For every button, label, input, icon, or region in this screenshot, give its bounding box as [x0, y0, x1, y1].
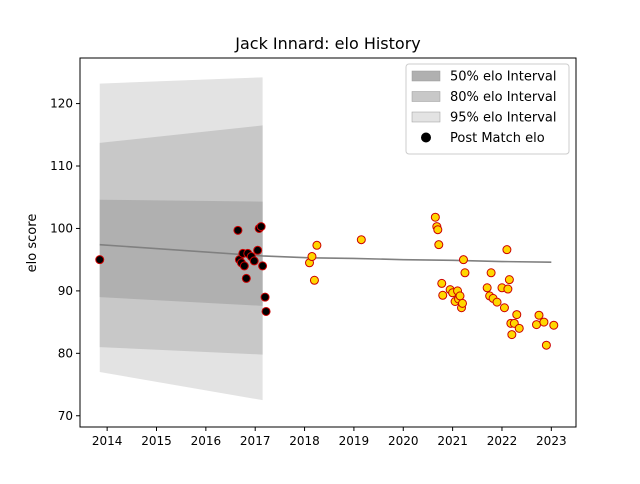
post-match-point: [457, 298, 467, 308]
legend-swatch-band: [411, 70, 441, 82]
post-match-point: [434, 240, 444, 250]
post-match-point: [502, 245, 512, 255]
post-match-point: [534, 310, 544, 320]
post-match-point: [512, 310, 522, 320]
x-tick-label: 2016: [191, 434, 222, 448]
plot-frame: [79, 57, 577, 428]
post-match-point: [95, 255, 105, 265]
x-tick-label: 2014: [92, 434, 123, 448]
post-match-point: [539, 317, 549, 327]
x-tick-label: 2018: [289, 434, 320, 448]
x-tick-label: 2017: [240, 434, 271, 448]
post-match-point: [256, 222, 266, 232]
y-tick-label: 90: [58, 284, 73, 298]
post-match-point: [239, 261, 249, 271]
chart-title: Jack Innard: elo History: [234, 34, 421, 53]
post-match-point: [504, 275, 514, 285]
x-tick-label: 2020: [388, 434, 419, 448]
legend-swatch-band: [411, 91, 441, 102]
post-match-point: [503, 284, 513, 294]
y-tick-label: 100: [50, 221, 73, 235]
post-match-point: [249, 256, 259, 266]
legend: 50% elo Interval 80% elo Interval 95% elo …: [405, 63, 570, 155]
plot-area: [95, 77, 559, 401]
post-match-point: [549, 320, 559, 330]
y-axis-label: elo score: [25, 214, 40, 273]
post-match-point: [455, 291, 465, 301]
post-match-point: [438, 290, 448, 300]
post-match-point: [458, 255, 468, 265]
y-tick-label: 70: [58, 409, 73, 423]
post-match-point: [309, 275, 319, 285]
legend-label: 50% elo Interval: [450, 70, 557, 85]
legend-label: Post Match elo: [450, 131, 545, 146]
post-match-point: [532, 320, 542, 330]
post-match-point: [433, 225, 443, 235]
legend-label: 80% elo Interval: [450, 90, 557, 105]
post-match-point: [492, 297, 502, 307]
legend-swatch-marker: [421, 132, 431, 143]
y-tick-label: 110: [50, 159, 73, 173]
x-tick-label: 2023: [536, 434, 567, 448]
x-tick-label: 2022: [487, 434, 518, 448]
x-tick-label: 2015: [141, 434, 172, 448]
x-tick-label: 2019: [339, 434, 370, 448]
post-match-point: [307, 252, 317, 262]
post-match-point: [312, 240, 322, 250]
post-match-point: [460, 268, 470, 278]
post-match-point: [258, 261, 268, 271]
post-match-point: [541, 340, 551, 350]
post-match-point: [241, 273, 251, 283]
post-match-point: [430, 212, 440, 222]
post-match-point: [356, 235, 366, 245]
post-match-point: [260, 292, 270, 302]
x-tick-label: 2021: [437, 434, 468, 448]
y-tick-label: 120: [50, 97, 73, 111]
interval-band-50: [99, 199, 263, 306]
post-match-point: [482, 283, 492, 293]
legend-swatch-band: [411, 111, 441, 123]
post-match-point: [499, 303, 509, 313]
post-match-point: [261, 306, 271, 316]
post-match-point: [437, 278, 447, 288]
legend-box: [405, 63, 570, 155]
y-tick-label: 80: [58, 346, 73, 360]
post-match-point: [507, 330, 517, 340]
axes: 2014 2015 2016 2017 2018 2019 2020 2021 2022 2023…: [50, 57, 577, 448]
mean-elo-line: [99, 243, 552, 263]
post-match-point: [486, 268, 496, 278]
post-match-point: [233, 225, 243, 235]
post-match-point: [514, 323, 524, 333]
post-match-point: [253, 245, 263, 255]
legend-label: 95% elo Interval: [450, 111, 557, 126]
